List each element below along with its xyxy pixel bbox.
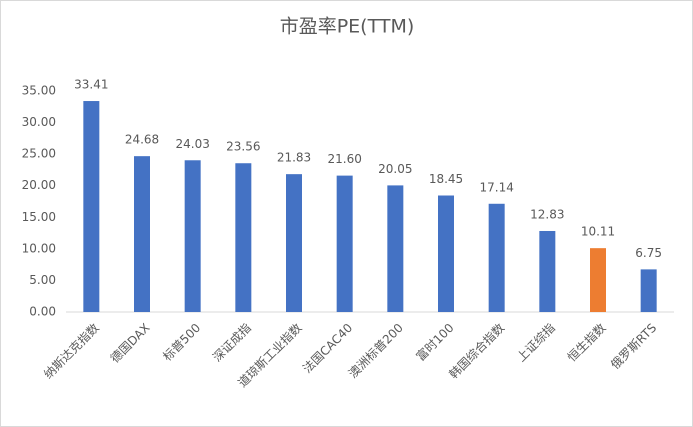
y-tick-label: 0.00 — [29, 305, 56, 319]
value-label: 24.03 — [175, 137, 209, 151]
bar — [235, 163, 252, 312]
bar — [590, 248, 606, 312]
y-tick-label: 20.00 — [22, 178, 56, 192]
bar — [83, 101, 100, 313]
bar — [488, 203, 505, 312]
bar — [387, 185, 404, 312]
value-label: 24.68 — [125, 133, 159, 147]
value-label: 12.83 — [530, 207, 564, 221]
y-tick-label: 30.00 — [22, 115, 56, 129]
bar — [539, 230, 556, 312]
value-label: 33.41 — [74, 78, 108, 92]
value-label: 23.56 — [226, 140, 260, 154]
value-label: 20.05 — [378, 162, 412, 176]
bar — [286, 174, 302, 312]
bar — [438, 195, 454, 312]
bar — [184, 160, 201, 312]
bar — [134, 156, 150, 312]
value-label: 21.83 — [277, 151, 311, 165]
y-tick-label: 25.00 — [22, 147, 56, 161]
bar — [640, 269, 657, 312]
y-tick-label: 5.00 — [29, 273, 56, 287]
value-label: 21.60 — [327, 152, 361, 166]
value-label: 10.11 — [581, 225, 615, 239]
bar — [336, 175, 353, 312]
y-tick-label: 15.00 — [22, 210, 56, 224]
y-tick-label: 10.00 — [22, 241, 56, 255]
value-label: 17.14 — [479, 180, 513, 194]
value-label: 18.45 — [429, 172, 463, 186]
y-tick-label: 35.00 — [22, 84, 56, 98]
chart-title: 市盈率PE(TTM) — [280, 16, 415, 38]
value-label: 6.75 — [635, 246, 662, 260]
